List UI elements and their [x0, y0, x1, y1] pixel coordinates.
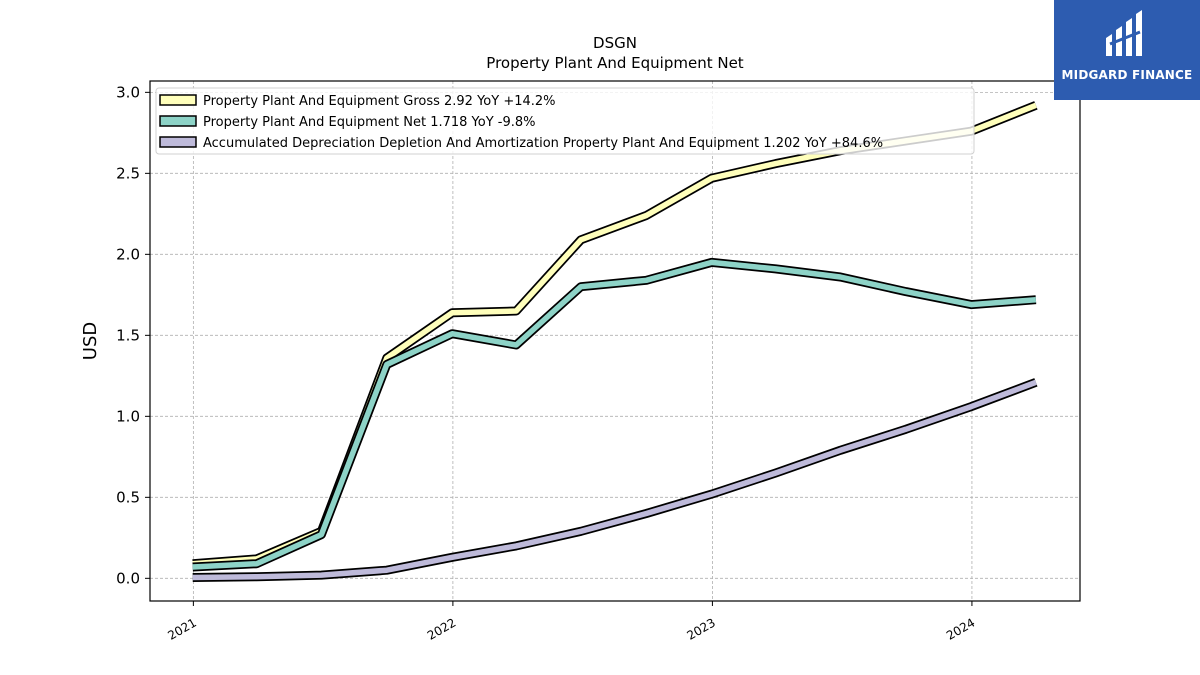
y-tick-label: 0.0: [116, 569, 140, 587]
midgard-finance-logo: MIDGARD FINANCE: [1054, 0, 1200, 100]
x-tick-label: 2023: [684, 615, 717, 642]
series-1: [192, 101, 1038, 569]
y-tick-label: 2.5: [116, 164, 140, 182]
legend-entry: Accumulated Depreciation Depletion And A…: [203, 136, 883, 151]
series-lines: [192, 101, 1038, 582]
series-line: [192, 259, 1037, 570]
legend: Property Plant And Equipment Gross 2.92 …: [155, 87, 975, 155]
x-tick-label: 2021: [165, 615, 198, 642]
y-tick-label: 3.0: [116, 83, 140, 101]
midgard-logo-icon: [1106, 10, 1142, 56]
series-line: [192, 379, 1037, 581]
logo-text: MIDGARD FINANCE: [1061, 68, 1193, 82]
x-tick-label: 2024: [944, 615, 977, 642]
series-2: [192, 257, 1037, 572]
legend-swatch: [159, 94, 197, 106]
series-line-outline: [192, 378, 1038, 582]
chart-title: DSGN: [593, 34, 637, 52]
legend-entry: Property Plant And Equipment Net 1.718 Y…: [203, 115, 536, 130]
y-axis: 0.0 0.5 1.0 1.5 2.0 2.5 3.0: [116, 83, 150, 587]
y-tick-label: 0.5: [116, 488, 140, 506]
y-tick-label: 1.0: [116, 407, 140, 425]
series-line-outline: [192, 101, 1038, 569]
x-tick-label: 2022: [425, 615, 458, 642]
series-line: [192, 102, 1037, 567]
legend-swatch: [159, 115, 197, 127]
legend-box: [155, 87, 975, 155]
legend-swatch: [159, 136, 197, 148]
series-3: [192, 378, 1038, 582]
x-axis: 2021 2022 2023 2024: [165, 601, 977, 643]
chart-subtitle: Property Plant And Equipment Net: [486, 54, 743, 72]
plot-frame: [149, 80, 1081, 602]
y-axis-label: USD: [80, 322, 101, 360]
y-tick-label: 2.0: [116, 245, 140, 263]
legend-entry: Property Plant And Equipment Gross 2.92 …: [203, 94, 556, 109]
y-tick-label: 1.5: [116, 326, 140, 344]
